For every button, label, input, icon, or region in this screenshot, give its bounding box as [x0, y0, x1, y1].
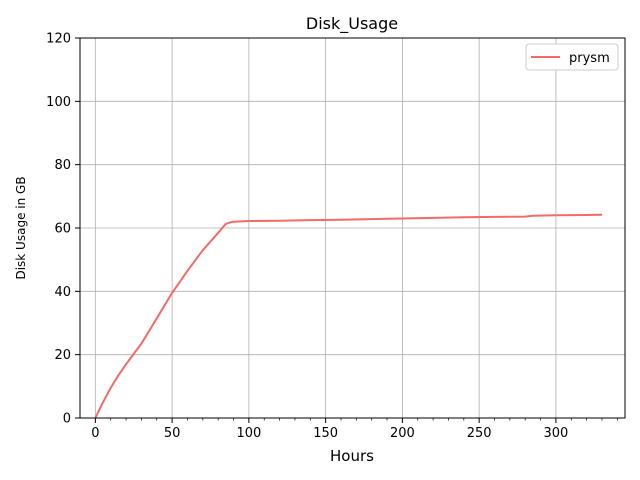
legend-box — [525, 43, 619, 71]
x-tick-label: 150 — [313, 426, 338, 441]
y-tick-label: 40 — [54, 285, 71, 300]
series-layer — [94, 213, 603, 419]
x-tick-label: 100 — [236, 426, 261, 441]
legend-label-prysm: prysm — [569, 51, 610, 66]
y-tick-label: 100 — [46, 95, 71, 110]
series-line-prysm — [94, 213, 603, 419]
y-tick-label: 60 — [54, 222, 71, 237]
x-tick-label: 0 — [91, 426, 99, 441]
legend: prysm — [525, 43, 619, 71]
x-tick-label: 200 — [390, 426, 415, 441]
x-tick-label: 300 — [544, 426, 569, 441]
x-tick-label: 250 — [467, 426, 492, 441]
chart-title: Disk_Usage — [306, 14, 398, 34]
y-tick-label: 120 — [46, 32, 71, 47]
y-axis-label: Disk Usage in GB — [14, 176, 28, 279]
x-tick-label: 50 — [164, 426, 181, 441]
x-axis-ticks: 0 50 100 150 200 250 300 — [91, 418, 618, 441]
x-axis-label: Hours — [330, 447, 374, 465]
y-tick-label: 80 — [54, 158, 71, 173]
y-tick-label: 0 — [63, 412, 71, 427]
y-axis-ticks: 0 20 40 60 80 100 120 — [46, 32, 80, 427]
y-tick-label: 20 — [54, 348, 71, 363]
